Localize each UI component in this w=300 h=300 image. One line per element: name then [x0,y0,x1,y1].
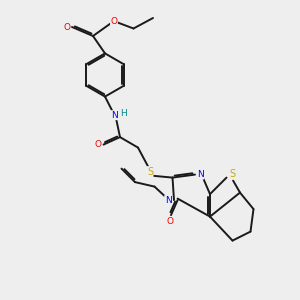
Text: S: S [230,169,236,179]
Text: O: O [94,140,102,149]
Text: O: O [63,22,70,32]
Text: H: H [120,109,127,118]
Text: O: O [167,217,174,226]
Text: N: N [111,111,118,120]
Text: N: N [197,170,204,179]
Text: O: O [110,16,118,26]
Text: S: S [147,167,153,177]
Text: N: N [165,196,171,205]
